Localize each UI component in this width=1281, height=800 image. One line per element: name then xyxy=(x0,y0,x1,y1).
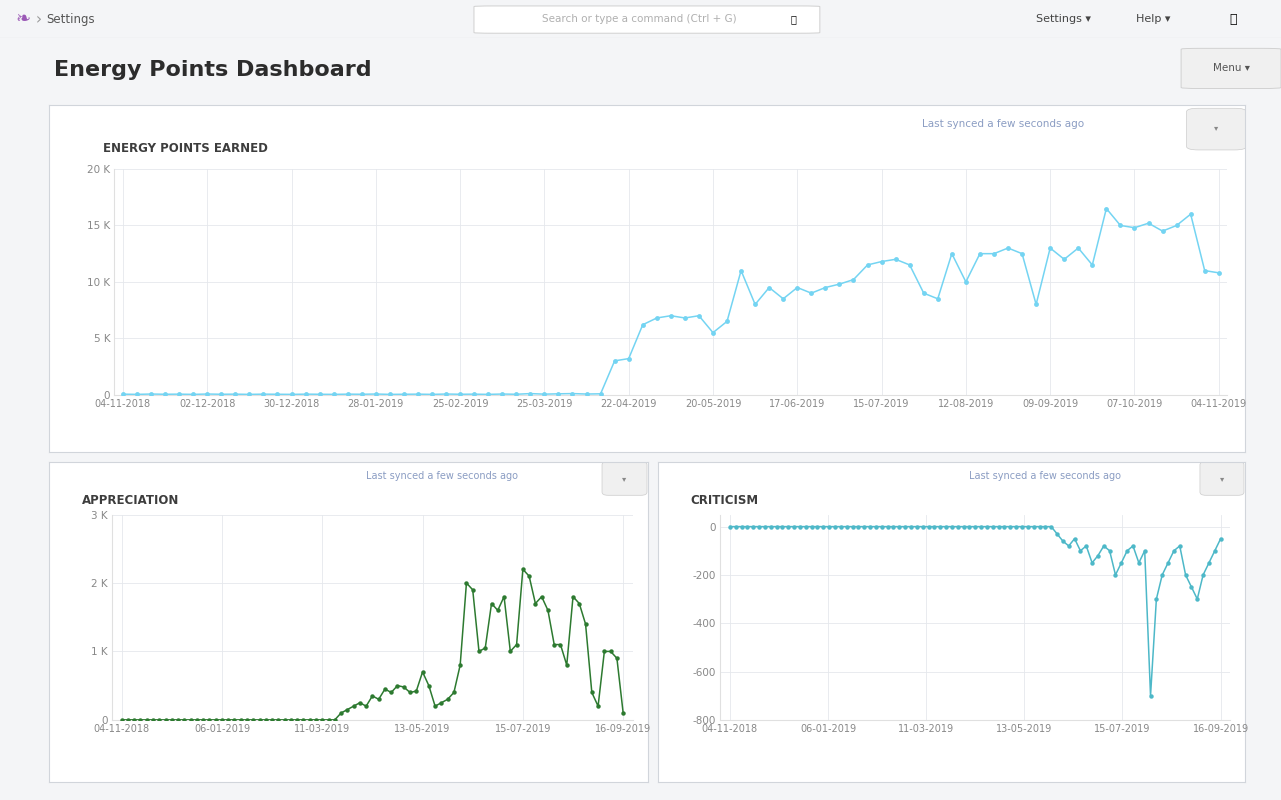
FancyBboxPatch shape xyxy=(474,6,820,34)
Text: Menu ▾: Menu ▾ xyxy=(1213,63,1249,74)
Text: ▾: ▾ xyxy=(623,474,626,482)
Text: Last synced a few seconds ago: Last synced a few seconds ago xyxy=(922,119,1084,129)
FancyBboxPatch shape xyxy=(1200,462,1244,495)
Text: ▾: ▾ xyxy=(1214,123,1218,132)
Text: APPRECIATION: APPRECIATION xyxy=(82,494,179,506)
Text: Help ▾: Help ▾ xyxy=(1136,14,1170,24)
Text: Settings: Settings xyxy=(46,13,95,26)
Text: CRITICISM: CRITICISM xyxy=(690,494,758,506)
Text: Last synced a few seconds ago: Last synced a few seconds ago xyxy=(366,471,519,481)
Text: ›: › xyxy=(36,12,42,26)
Text: Energy Points Dashboard: Energy Points Dashboard xyxy=(54,60,371,80)
Text: 🔔: 🔔 xyxy=(1230,13,1237,26)
FancyBboxPatch shape xyxy=(602,462,647,495)
Text: Last synced a few seconds ago: Last synced a few seconds ago xyxy=(970,471,1121,481)
Text: ❧: ❧ xyxy=(15,10,31,28)
FancyBboxPatch shape xyxy=(1181,48,1281,89)
Text: ENERGY POINTS EARNED: ENERGY POINTS EARNED xyxy=(102,142,268,154)
Text: Settings ▾: Settings ▾ xyxy=(1036,14,1090,24)
FancyBboxPatch shape xyxy=(1186,108,1246,150)
Text: Search or type a command (Ctrl + G): Search or type a command (Ctrl + G) xyxy=(542,14,737,24)
Text: ▾: ▾ xyxy=(1220,474,1223,482)
Text: 🔍: 🔍 xyxy=(790,14,797,24)
